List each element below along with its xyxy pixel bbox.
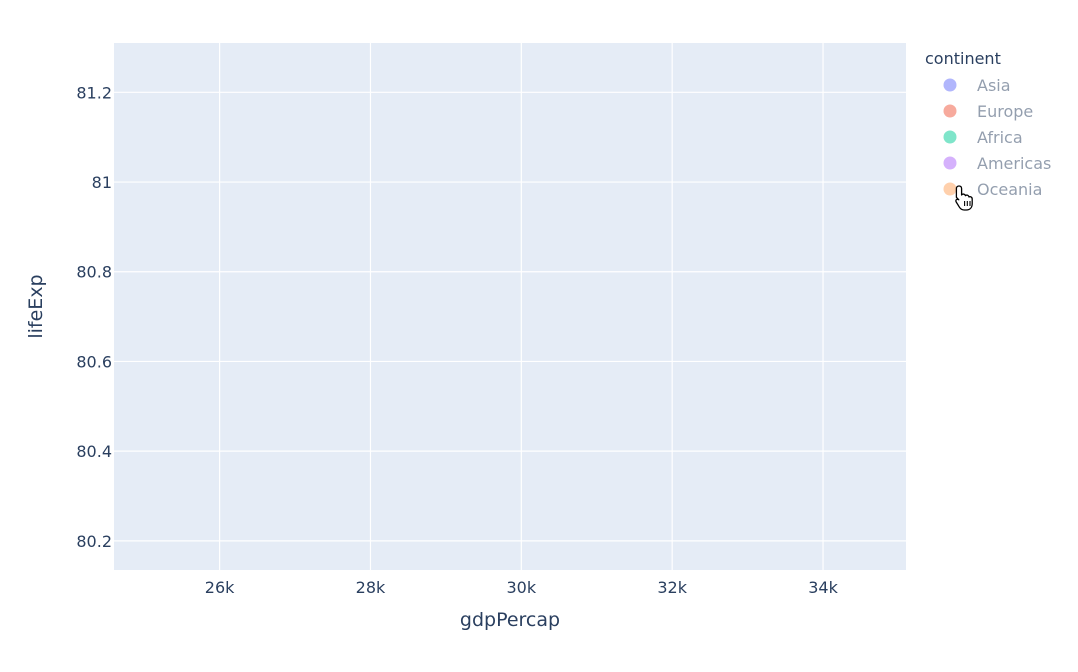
legend-label: Europe — [977, 102, 1033, 121]
legend-title: continent — [925, 49, 1001, 68]
legend: continent Asia Europe Africa Americas Oceani… — [925, 49, 1051, 199]
legend-item-americas[interactable]: Americas — [943, 154, 1052, 173]
x-axis-ticks: 26k 28k 30k 32k 34k — [205, 578, 839, 597]
legend-item-asia[interactable]: Asia — [943, 76, 1011, 95]
legend-items: Asia Europe Africa Americas Oceania — [943, 76, 1052, 199]
hand-shape — [955, 185, 973, 211]
y-tick-label: 80.4 — [76, 442, 112, 461]
legend-label: Americas — [977, 154, 1051, 173]
y-tick-label: 80.2 — [76, 532, 112, 551]
y-tick-label: 80.6 — [76, 352, 112, 371]
legend-item-oceania[interactable]: Oceania — [943, 180, 1043, 199]
y-axis-title: lifeExp — [25, 274, 47, 338]
legend-swatch — [943, 130, 957, 144]
gridlines — [114, 43, 906, 570]
legend-label: Asia — [977, 76, 1011, 95]
legend-label: Oceania — [977, 180, 1042, 199]
legend-swatch — [943, 182, 957, 196]
hand-pointer-cursor-icon — [955, 185, 973, 211]
legend-label: Africa — [977, 128, 1023, 147]
legend-swatch — [943, 156, 957, 170]
x-tick-label: 26k — [205, 578, 235, 597]
legend-item-europe[interactable]: Europe — [943, 102, 1034, 121]
x-tick-label: 32k — [657, 578, 687, 597]
legend-swatch — [943, 104, 957, 118]
x-tick-label: 28k — [356, 578, 386, 597]
x-tick-label: 30k — [507, 578, 537, 597]
plot-area[interactable] — [114, 43, 906, 570]
legend-swatch — [943, 78, 957, 92]
y-tick-label: 80.8 — [76, 263, 112, 282]
y-axis-ticks: 80.2 80.4 80.6 80.8 81 81.2 — [76, 83, 112, 551]
y-tick-label: 81.2 — [76, 83, 112, 102]
legend-item-africa[interactable]: Africa — [943, 128, 1023, 147]
x-axis-title: gdpPercap — [460, 609, 560, 631]
y-tick-label: 81 — [92, 173, 112, 192]
x-tick-label: 34k — [808, 578, 838, 597]
